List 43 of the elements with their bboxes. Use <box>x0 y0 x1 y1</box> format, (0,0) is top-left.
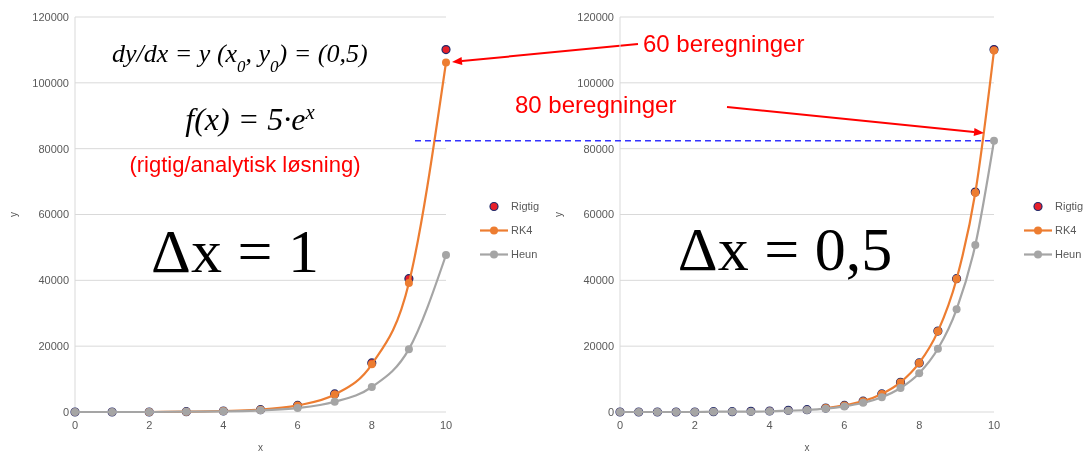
y-tick-label: 120000 <box>577 10 614 23</box>
x-tick-label: 8 <box>368 419 375 431</box>
x-axis-title: x <box>804 442 810 453</box>
y-axis-title: y <box>553 212 564 217</box>
x-tick-label: 10 <box>439 419 453 431</box>
legend-label: Heun <box>1055 248 1082 261</box>
y-tick-label: 0 <box>607 405 614 418</box>
x-tick-label: 0 <box>71 419 79 431</box>
y-tick-label: 40000 <box>583 274 614 287</box>
annotation: Δx = 1 <box>151 217 319 285</box>
y-tick-label: 40000 <box>38 274 69 287</box>
annotation: (rigtig/analytisk løsning) <box>129 152 361 177</box>
x-tick-label: 4 <box>220 419 227 431</box>
x-tick-label: 6 <box>294 419 301 431</box>
x-tick-label: 2 <box>691 419 698 431</box>
x-axis-title: x <box>258 442 263 453</box>
y-tick-label: 80000 <box>583 142 614 155</box>
annotation: Δx = 0,5 <box>677 215 893 283</box>
x-tick-label: 2 <box>146 419 153 431</box>
annotation: 60 beregninger <box>643 30 805 57</box>
annotation: dy/dx = y (x$_{0}$, y$_{0}$) = (0,5) <box>112 39 368 76</box>
y-tick-label: 0 <box>62 405 69 418</box>
annotation: f(x) = 5·e$^{x}$ <box>185 99 316 137</box>
y-tick-label: 20000 <box>583 340 614 353</box>
y-axis-title: y <box>8 212 19 217</box>
x-tick-label: 8 <box>916 419 923 431</box>
y-tick-label: 100000 <box>32 76 69 89</box>
x-tick-label: 10 <box>987 419 1001 431</box>
y-tick-label: 60000 <box>38 208 69 221</box>
legend-label: Heun <box>511 248 538 261</box>
y-tick-label: 60000 <box>583 208 614 221</box>
legend-label: Rigtig <box>1055 200 1084 213</box>
y-tick-label: 100000 <box>577 76 614 89</box>
x-tick-label: 6 <box>841 419 848 431</box>
legend-label: Rigtig <box>511 200 540 213</box>
y-tick-label: 120000 <box>32 10 69 23</box>
y-tick-label: 80000 <box>38 142 69 155</box>
x-tick-label: 4 <box>766 419 773 431</box>
annotation: 80 beregninger <box>515 91 677 118</box>
legend-label: RK4 <box>511 224 533 237</box>
y-tick-label: 20000 <box>38 340 69 353</box>
legend-label: RK4 <box>1055 224 1077 237</box>
x-tick-label: 0 <box>616 419 624 431</box>
